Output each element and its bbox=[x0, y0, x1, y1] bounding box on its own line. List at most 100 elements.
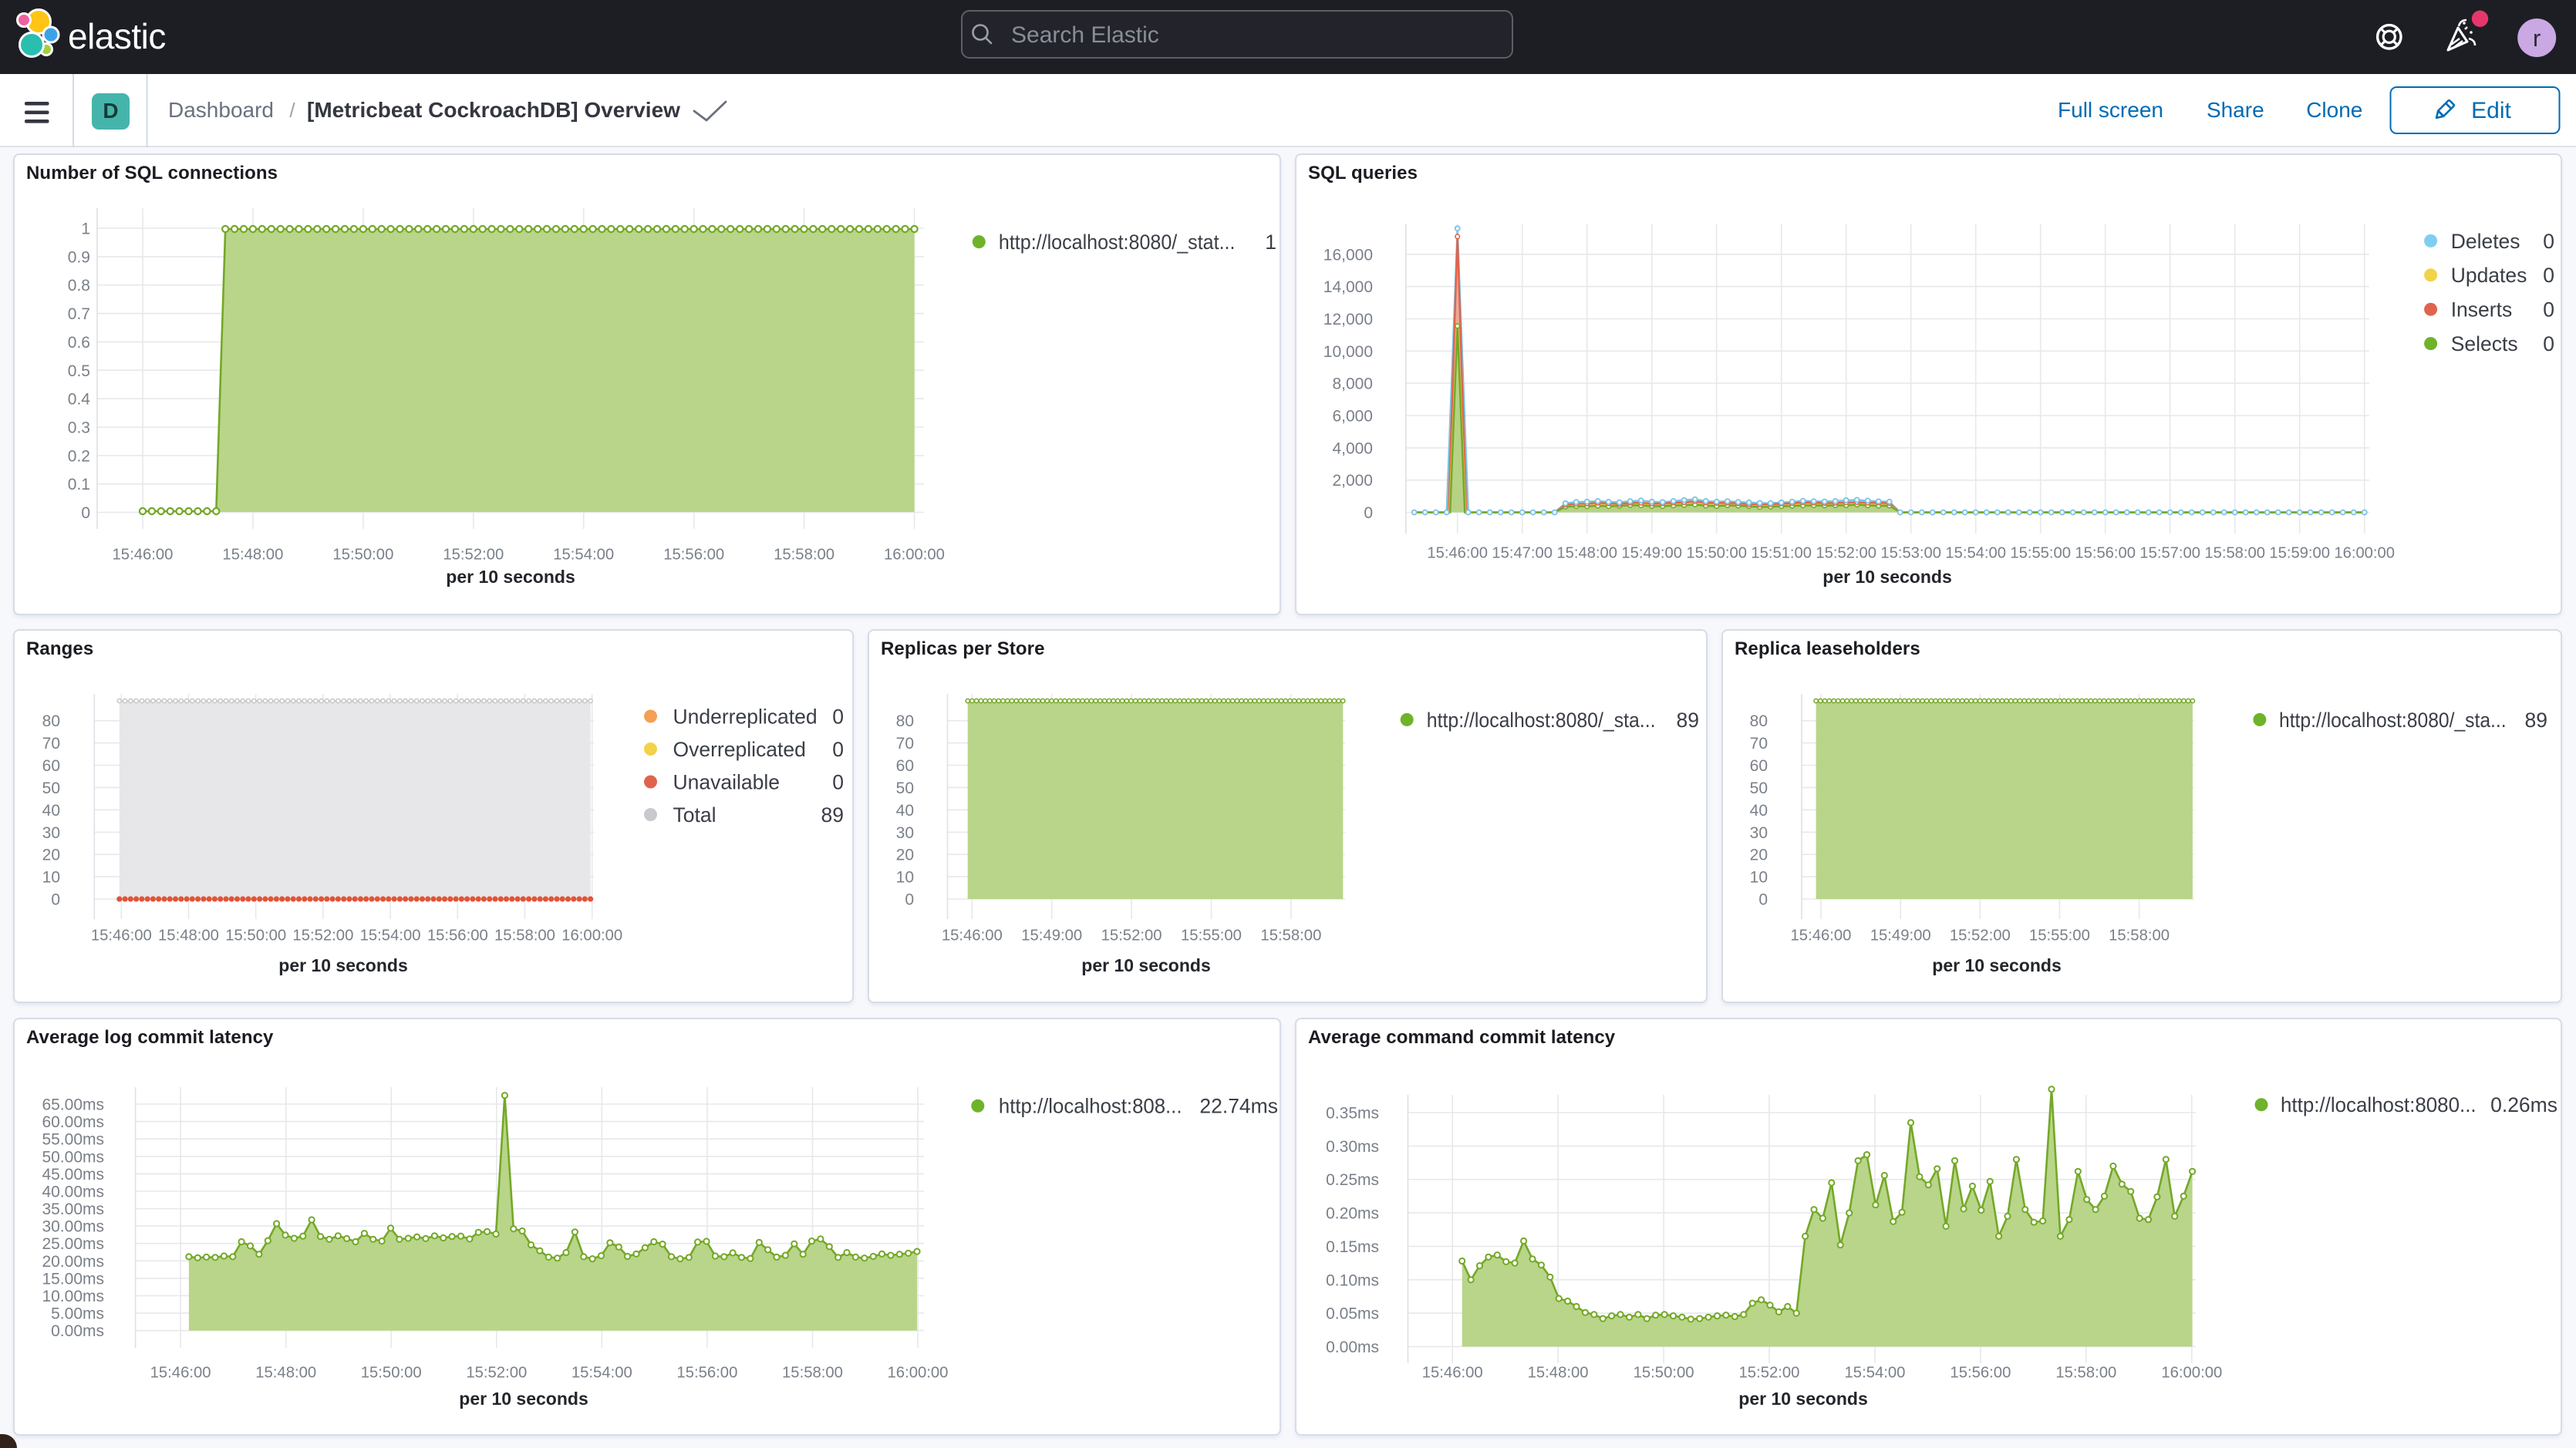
svg-text:80: 80 bbox=[896, 712, 914, 730]
svg-text:15:54:00: 15:54:00 bbox=[1945, 545, 2006, 562]
svg-text:16:00:00: 16:00:00 bbox=[2161, 1365, 2222, 1382]
svg-text:15:58:00: 15:58:00 bbox=[1260, 928, 1321, 945]
svg-text:0.35ms: 0.35ms bbox=[1326, 1105, 1379, 1123]
svg-text:70: 70 bbox=[896, 735, 914, 753]
svg-text:40: 40 bbox=[42, 802, 60, 820]
svg-text:http://localhost:8080/_sta...: http://localhost:8080/_sta... bbox=[1427, 709, 1656, 732]
svg-text:89: 89 bbox=[1677, 709, 1699, 732]
svg-text:1: 1 bbox=[81, 221, 90, 238]
svg-text:per 10 seconds: per 10 seconds bbox=[1822, 567, 1951, 587]
svg-text:15:48:00: 15:48:00 bbox=[158, 928, 219, 945]
svg-text:50: 50 bbox=[896, 780, 914, 797]
svg-text:20: 20 bbox=[42, 847, 60, 864]
svg-text:15:55:00: 15:55:00 bbox=[1181, 928, 1242, 945]
svg-text:15:46:00: 15:46:00 bbox=[150, 1365, 211, 1382]
svg-text:10,000: 10,000 bbox=[1323, 343, 1373, 361]
svg-text:8,000: 8,000 bbox=[1332, 375, 1373, 393]
svg-text:0.5: 0.5 bbox=[68, 362, 90, 380]
svg-text:0: 0 bbox=[2543, 230, 2554, 253]
svg-text:5.00ms: 5.00ms bbox=[51, 1305, 104, 1323]
svg-text:60: 60 bbox=[896, 757, 914, 775]
svg-text:60.00ms: 60.00ms bbox=[42, 1113, 104, 1131]
svg-text:0: 0 bbox=[51, 891, 60, 909]
svg-text:Underreplicated: Underreplicated bbox=[673, 705, 818, 728]
svg-text:70: 70 bbox=[42, 735, 60, 753]
svg-text:2,000: 2,000 bbox=[1332, 472, 1373, 490]
svg-text:/: / bbox=[289, 99, 295, 122]
svg-text:0.2: 0.2 bbox=[68, 447, 90, 465]
svg-text:15:53:00: 15:53:00 bbox=[1880, 545, 1941, 562]
svg-text:15:50:00: 15:50:00 bbox=[1686, 545, 1747, 562]
svg-text:0.05ms: 0.05ms bbox=[1326, 1305, 1379, 1323]
svg-text:elastic: elastic bbox=[68, 16, 166, 56]
svg-text:60: 60 bbox=[42, 757, 60, 775]
svg-text:Overreplicated: Overreplicated bbox=[673, 738, 806, 761]
svg-text:0.10ms: 0.10ms bbox=[1326, 1271, 1379, 1289]
svg-text:Total: Total bbox=[673, 803, 716, 827]
svg-text:15:50:00: 15:50:00 bbox=[1634, 1365, 1694, 1382]
svg-text:15:48:00: 15:48:00 bbox=[255, 1365, 316, 1382]
svg-text:89: 89 bbox=[821, 803, 844, 827]
svg-text:Unavailable: Unavailable bbox=[673, 770, 780, 793]
svg-text:16:00:00: 16:00:00 bbox=[561, 928, 622, 945]
svg-text:15:52:00: 15:52:00 bbox=[1739, 1365, 1800, 1382]
svg-text:Search Elastic: Search Elastic bbox=[1011, 22, 1159, 48]
svg-text:50.00ms: 50.00ms bbox=[42, 1148, 104, 1166]
svg-text:15:58:00: 15:58:00 bbox=[494, 928, 555, 945]
svg-text:30.00ms: 30.00ms bbox=[42, 1218, 104, 1236]
svg-text:15:58:00: 15:58:00 bbox=[2204, 545, 2265, 562]
svg-text:30: 30 bbox=[1750, 824, 1768, 842]
svg-text:Share: Share bbox=[2207, 98, 2264, 122]
svg-text:0.25ms: 0.25ms bbox=[1326, 1171, 1379, 1189]
svg-text:15:47:00: 15:47:00 bbox=[1492, 545, 1553, 562]
svg-text:65.00ms: 65.00ms bbox=[42, 1096, 104, 1114]
svg-text:0.7: 0.7 bbox=[68, 305, 90, 323]
svg-text:15:55:00: 15:55:00 bbox=[2029, 928, 2090, 945]
svg-text:15:52:00: 15:52:00 bbox=[466, 1365, 527, 1382]
svg-text:70: 70 bbox=[1750, 735, 1768, 753]
svg-text:0.4: 0.4 bbox=[68, 391, 91, 409]
svg-text:Full screen: Full screen bbox=[2058, 98, 2163, 122]
svg-text:D: D bbox=[103, 99, 118, 123]
svg-text:15:56:00: 15:56:00 bbox=[663, 547, 724, 564]
svg-text:0: 0 bbox=[2543, 298, 2554, 322]
svg-text:15:49:00: 15:49:00 bbox=[1870, 928, 1931, 945]
svg-text:15:49:00: 15:49:00 bbox=[1621, 545, 1682, 562]
svg-text:0.20ms: 0.20ms bbox=[1326, 1205, 1379, 1223]
svg-text:15:46:00: 15:46:00 bbox=[113, 547, 174, 564]
svg-text:15:56:00: 15:56:00 bbox=[1950, 1365, 2011, 1382]
svg-text:15:50:00: 15:50:00 bbox=[361, 1365, 422, 1382]
svg-text:15:58:00: 15:58:00 bbox=[2109, 928, 2170, 945]
svg-text:6,000: 6,000 bbox=[1332, 408, 1373, 426]
svg-text:16:00:00: 16:00:00 bbox=[888, 1365, 949, 1382]
svg-text:15:48:00: 15:48:00 bbox=[1556, 545, 1617, 562]
svg-text:0: 0 bbox=[832, 705, 844, 728]
svg-text:0.30ms: 0.30ms bbox=[1326, 1138, 1379, 1156]
svg-text:30: 30 bbox=[42, 824, 60, 842]
svg-text:15:57:00: 15:57:00 bbox=[2139, 545, 2200, 562]
svg-text:Dashboard: Dashboard bbox=[168, 98, 274, 122]
svg-text:10: 10 bbox=[42, 869, 60, 887]
svg-text:40: 40 bbox=[1750, 802, 1768, 820]
svg-text:0.8: 0.8 bbox=[68, 277, 90, 295]
svg-text:0: 0 bbox=[832, 770, 844, 793]
svg-text:15:56:00: 15:56:00 bbox=[2075, 545, 2136, 562]
svg-text:15:46:00: 15:46:00 bbox=[91, 928, 152, 945]
svg-text:per 10 seconds: per 10 seconds bbox=[1932, 955, 2061, 975]
svg-text:15:49:00: 15:49:00 bbox=[1021, 928, 1082, 945]
svg-text:50: 50 bbox=[1750, 780, 1768, 797]
svg-text:15:58:00: 15:58:00 bbox=[782, 1365, 843, 1382]
svg-text:15:54:00: 15:54:00 bbox=[553, 547, 614, 564]
svg-text:15:56:00: 15:56:00 bbox=[676, 1365, 737, 1382]
svg-text:Edit: Edit bbox=[2471, 98, 2511, 123]
svg-text:http://localhost:8080...: http://localhost:8080... bbox=[2281, 1093, 2477, 1116]
svg-text:60: 60 bbox=[1750, 757, 1768, 775]
svg-text:15:56:00: 15:56:00 bbox=[427, 928, 488, 945]
svg-text:0.00ms: 0.00ms bbox=[51, 1322, 104, 1340]
svg-text:22.74ms: 22.74ms bbox=[1199, 1095, 1278, 1118]
svg-text:http://localhost:8080/_sta...: http://localhost:8080/_sta... bbox=[2279, 709, 2507, 732]
svg-text:80: 80 bbox=[1750, 712, 1768, 730]
svg-text:15:54:00: 15:54:00 bbox=[572, 1365, 632, 1382]
svg-text:per 10 seconds: per 10 seconds bbox=[446, 567, 575, 587]
svg-text:15:54:00: 15:54:00 bbox=[1845, 1365, 1906, 1382]
